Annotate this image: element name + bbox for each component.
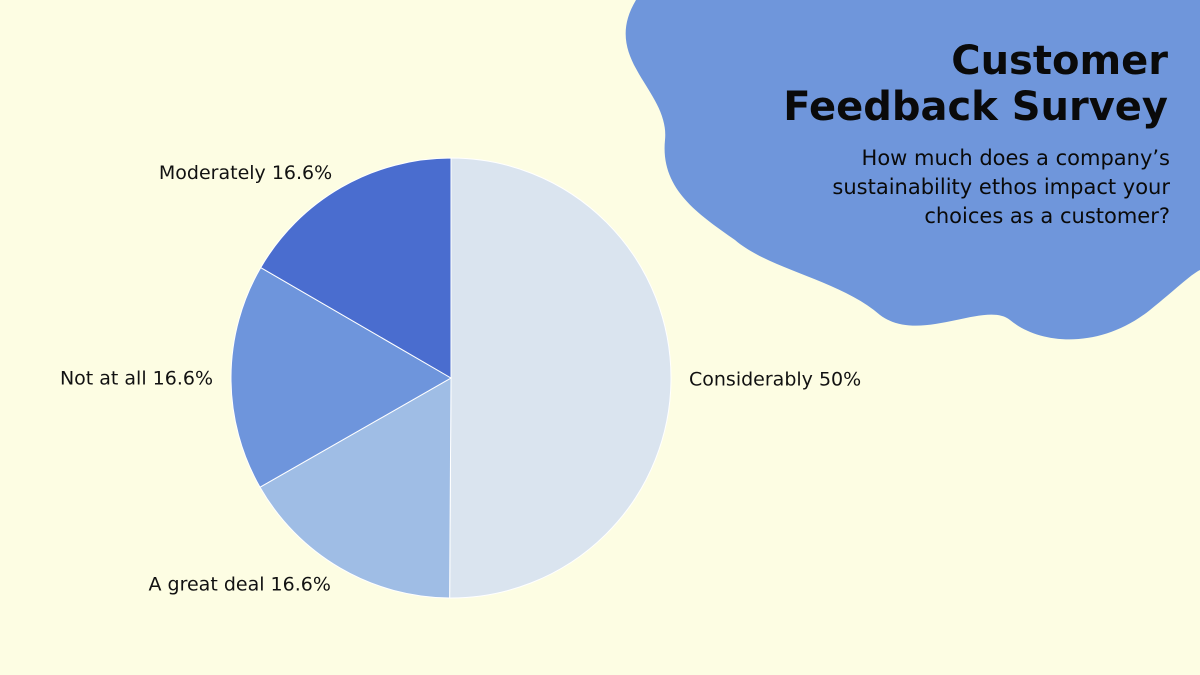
header: Customer Feedback Survey How much does a… <box>783 38 1170 228</box>
decorative-blob <box>625 0 1200 340</box>
pie-labels: Considerably 50% A great deal 16.6% Not at… <box>60 162 861 596</box>
pie-label-not-at-all: Not at all 16.6% <box>60 367 213 389</box>
pie-label-moderately: Moderately 16.6% <box>159 162 332 184</box>
pie-label-a-great-deal: A great deal 16.6% <box>149 574 331 596</box>
page-subtitle-line-1: How much does a company’s <box>862 146 1170 170</box>
pie-slice-considerably <box>449 157 672 599</box>
pie-label-considerably: Considerably 50% <box>689 369 861 391</box>
page-subtitle-line-2: sustainability ethos impact your <box>832 175 1170 199</box>
page-subtitle-line-3: choices as a customer? <box>924 204 1170 228</box>
pie-slice-not-at-all <box>230 266 453 488</box>
pie-slice-moderately <box>260 157 452 379</box>
pie-slice-a-great-deal <box>259 377 452 599</box>
pie-chart <box>230 157 672 599</box>
page-title-line-2: Feedback Survey <box>783 84 1168 130</box>
page-title-line-1: Customer <box>951 38 1168 84</box>
